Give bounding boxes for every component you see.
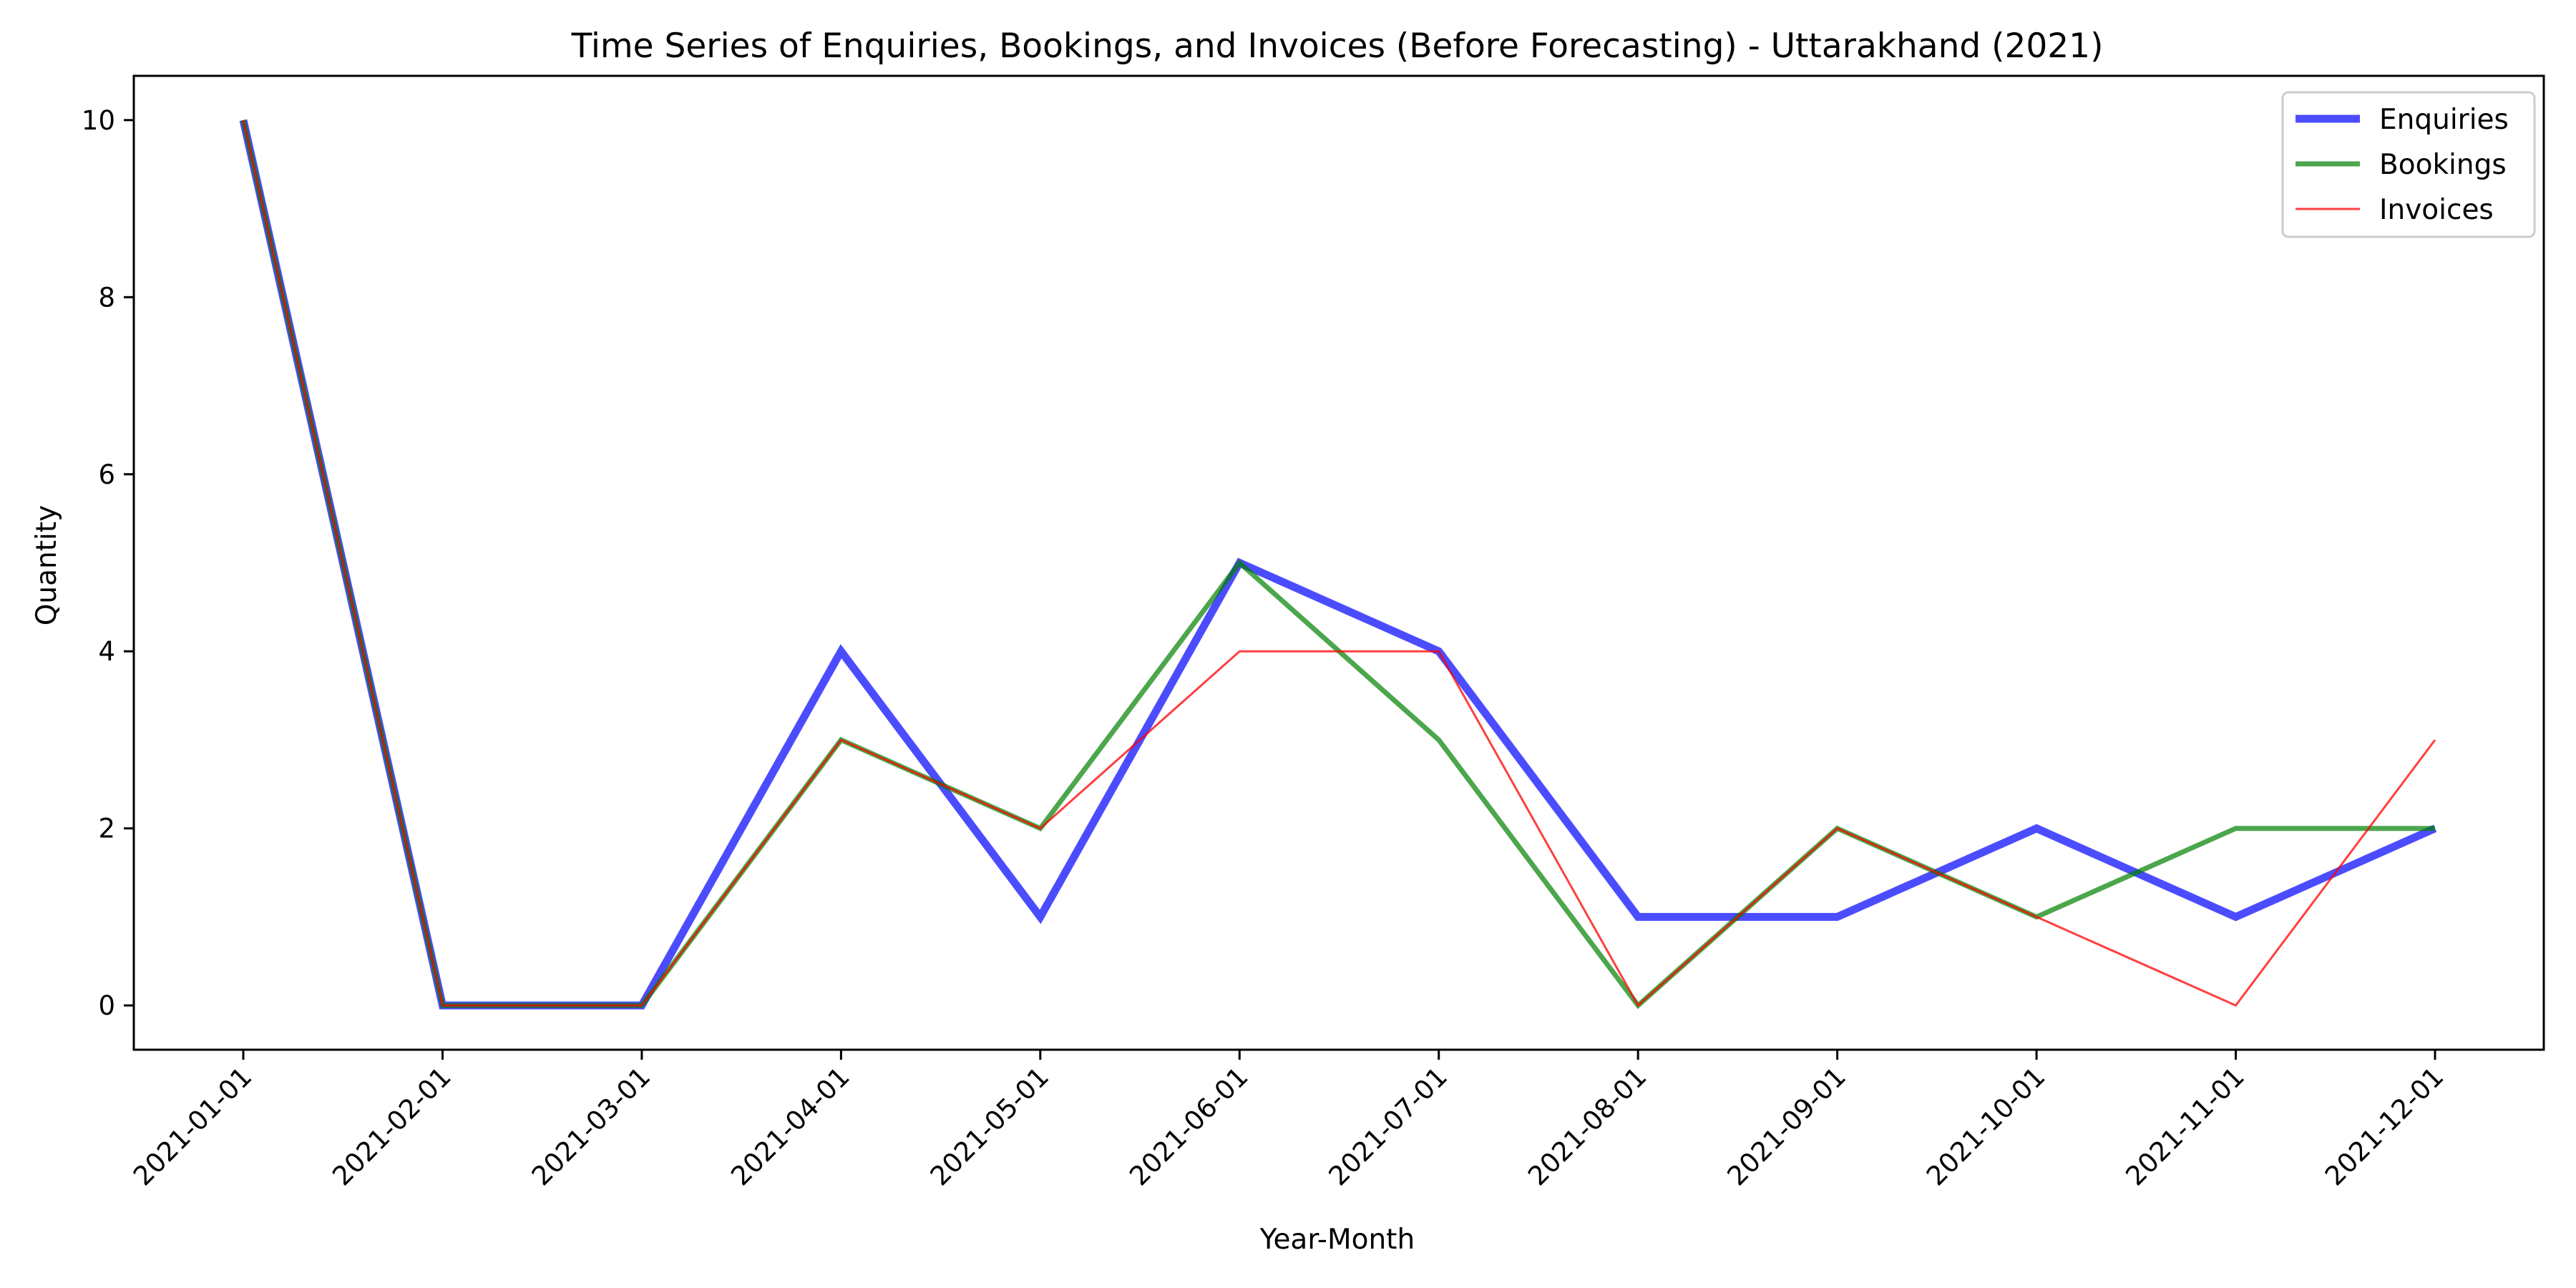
series-line-invoices	[242, 119, 2436, 1008]
y-tick-label: 6	[98, 459, 115, 490]
axes: 2021-01-01 2021-02-01 2021-03-01 2021-04-01…	[82, 74, 2545, 1191]
x-tick-label: 2021-08-01	[1522, 1061, 1652, 1191]
x-tick-label: 2021-07-01	[1323, 1061, 1453, 1191]
x-tick-label: 2021-01-01	[127, 1061, 258, 1191]
legend: Enquiries Bookings Invoices	[2281, 91, 2536, 238]
series-line-enquiries	[239, 119, 2437, 1010]
x-tick-label: 2021-11-01	[2119, 1061, 2250, 1191]
y-axis-title: Quantity	[31, 505, 63, 626]
legend-label-invoices: Invoices	[2379, 194, 2494, 226]
legend-box	[2281, 91, 2536, 238]
legend-label-enquiries: Enquiries	[2379, 104, 2509, 136]
legend-label-bookings: Bookings	[2379, 149, 2507, 181]
x-tick-label: 2021-09-01	[1722, 1061, 1852, 1191]
y-tick-label: 2	[98, 814, 115, 844]
y-tick-label: 8	[98, 282, 115, 313]
series-line-bookings	[240, 119, 2435, 1010]
axes-frame	[132, 74, 2545, 1051]
x-tick-label: 2021-10-01	[1921, 1061, 2051, 1191]
x-tick-label: 2021-12-01	[2319, 1061, 2449, 1191]
x-tick-label: 2021-04-01	[725, 1061, 855, 1191]
plot-area	[239, 119, 2437, 1010]
y-tick-label: 10	[82, 105, 115, 136]
x-tick-label: 2021-03-01	[526, 1061, 656, 1191]
x-tick-label: 2021-05-01	[924, 1061, 1055, 1191]
x-tick-label: 2021-02-01	[326, 1061, 457, 1191]
y-tick-label: 4	[98, 636, 115, 667]
x-axis-title: Year-Month	[1259, 1224, 1415, 1256]
y-tick-label: 0	[98, 990, 115, 1021]
x-tick-label: 2021-06-01	[1123, 1061, 1254, 1191]
chart-title: Time Series of Enquiries, Bookings, and …	[571, 26, 2104, 66]
